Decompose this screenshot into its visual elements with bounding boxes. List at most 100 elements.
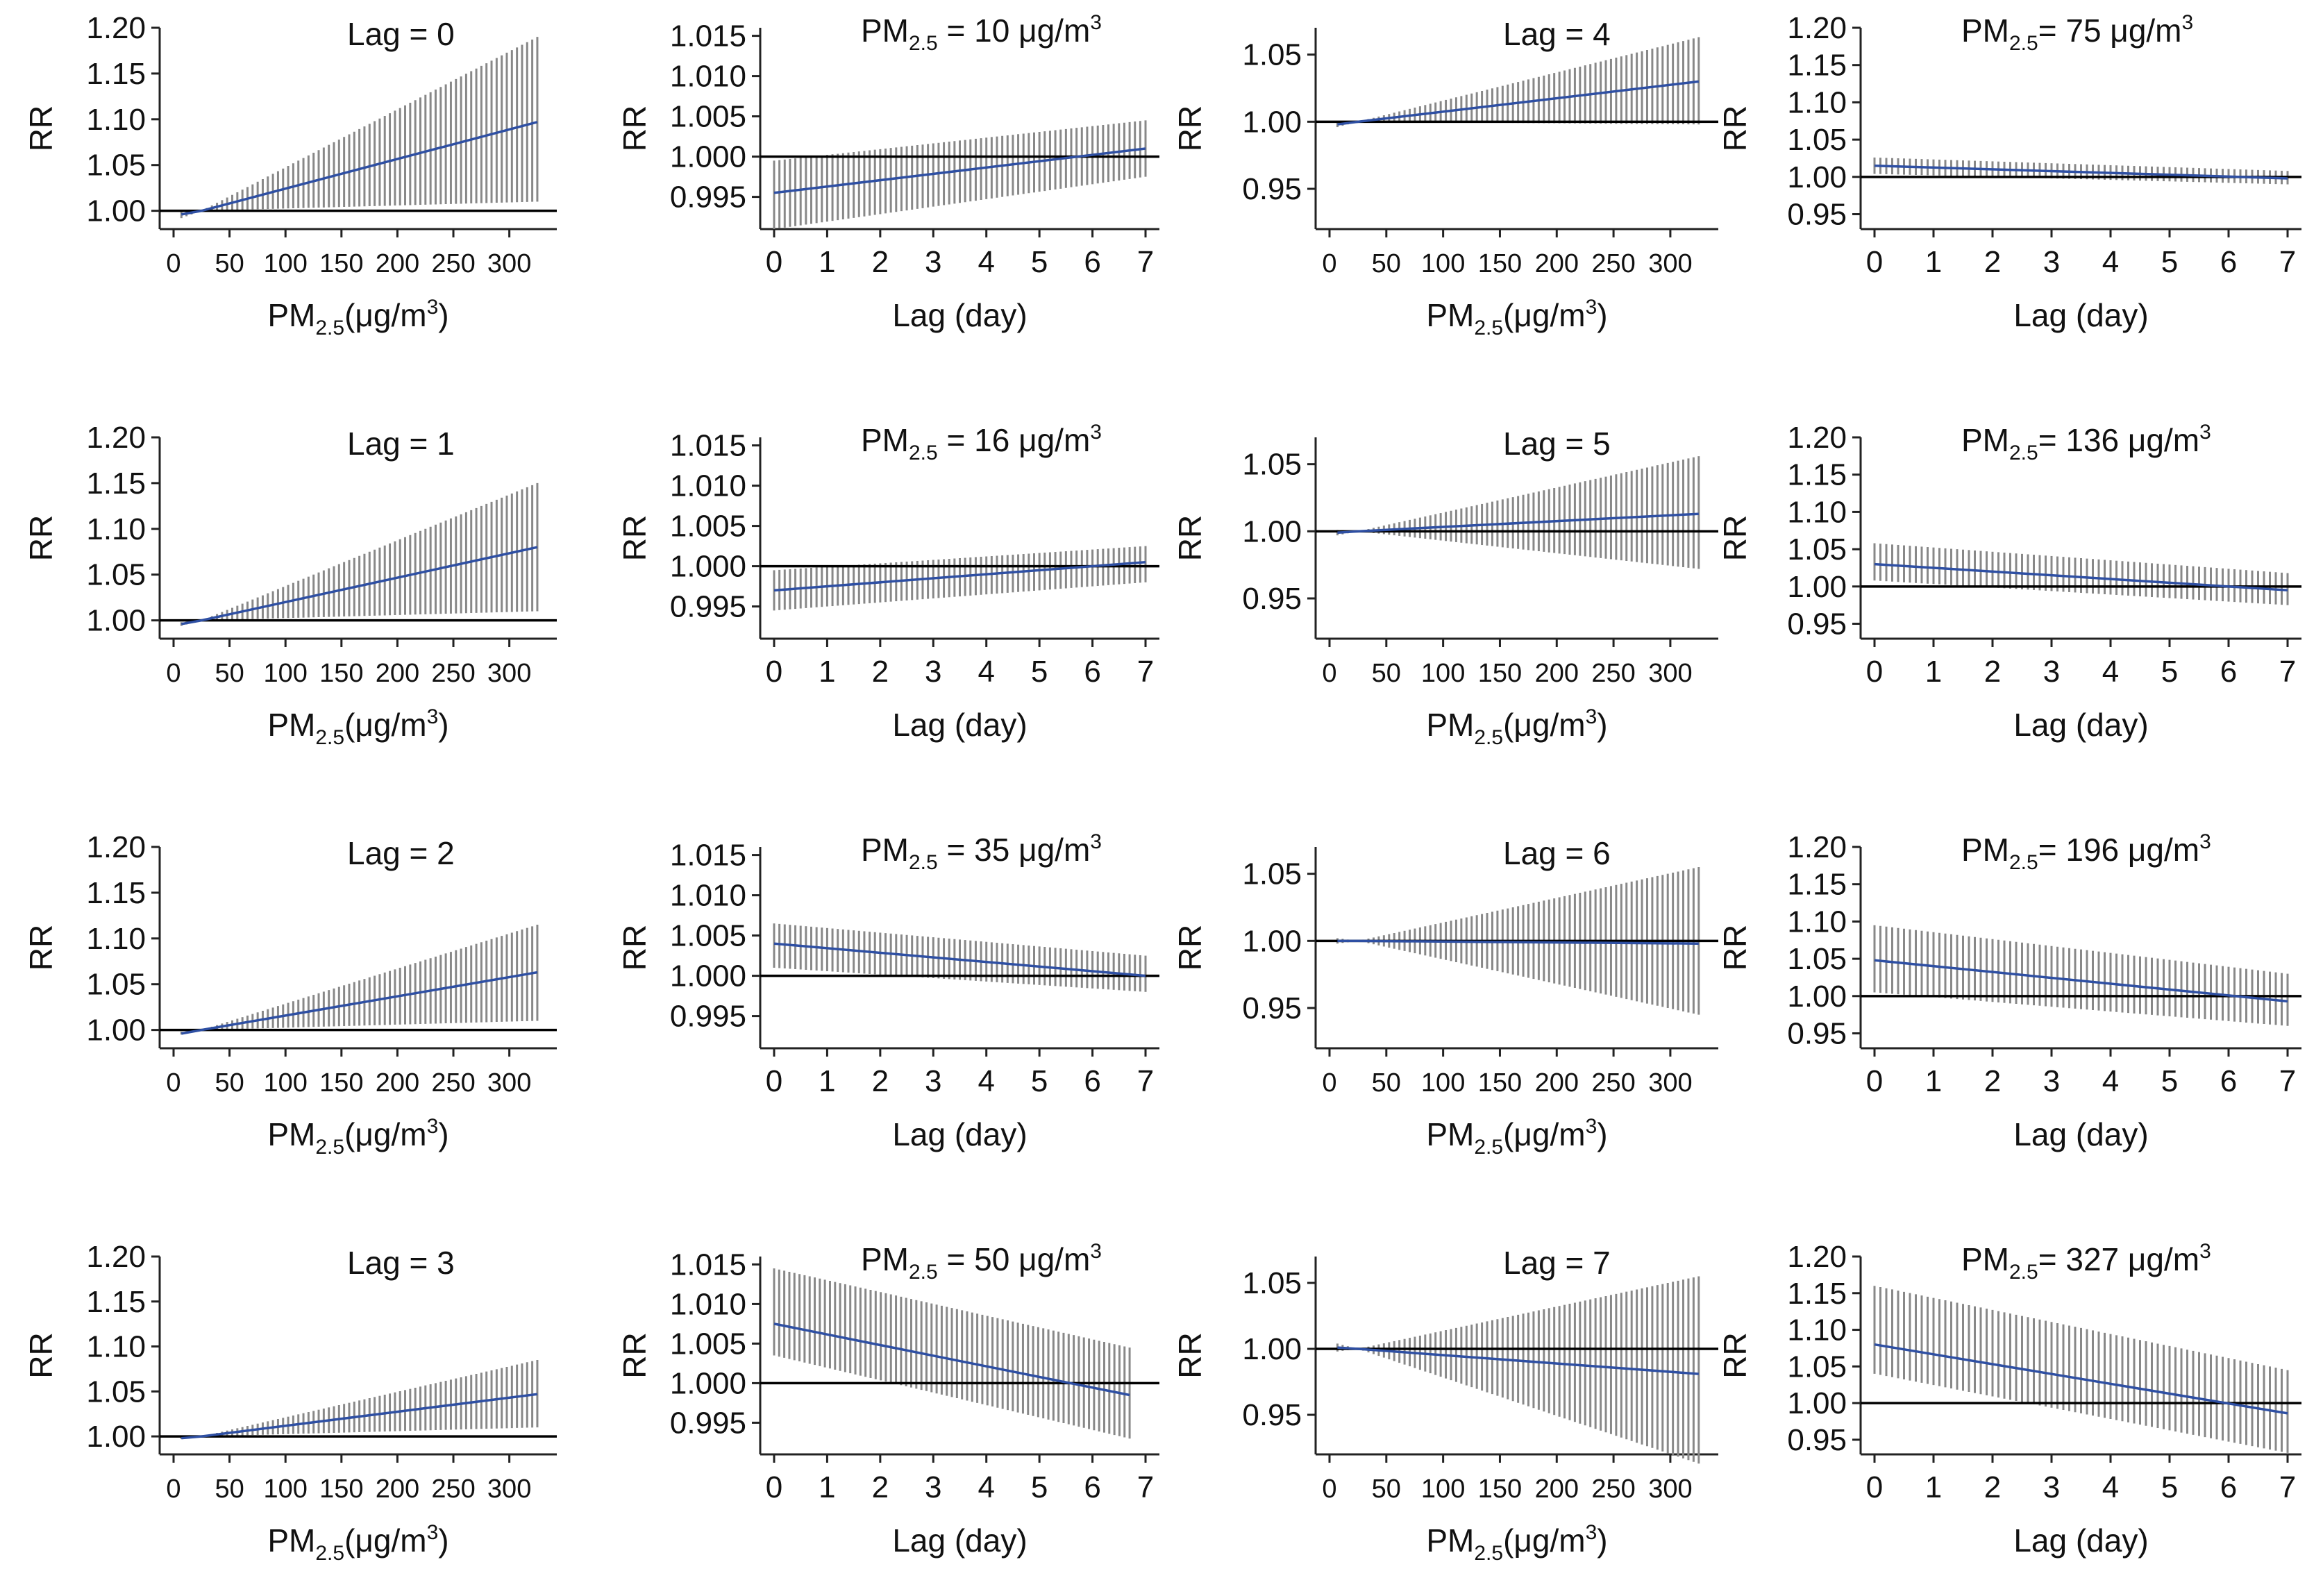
x-tick-label: 4 [2102,245,2119,279]
x-tick-label: 150 [1478,249,1522,278]
y-tick-label: 0.95 [1242,1398,1302,1432]
y-axis-label: RR [23,515,59,561]
panel-2-1: 1.00 1.05 1.10 1.15 1.20 0 50 100 150 200 250 300 La… [23,421,557,749]
y-tick-label: 1.000 [670,140,746,174]
estimate-line [1874,164,2288,180]
x-axis-label: PM2.5(μg/m3) [267,1115,448,1159]
y-tick-label: 1.10 [1787,495,1847,529]
panel-2-4: 0.951.00 1.051.101.151.20 0 1 2 3 4 5 6 7 PM2.5= 1… [1717,421,2301,743]
estimate-line [1874,959,2288,1003]
x-tick-label: 100 [264,1475,308,1504]
y-tick-label: 1.20 [86,830,146,864]
x-tick-label: 100 [1421,1068,1465,1098]
x-tick-label: 100 [1421,249,1465,278]
x-axis-label: Lag (day) [892,707,1027,743]
y-tick-label: 1.015 [670,429,746,463]
x-tick-label: 6 [1084,245,1100,279]
y-tick-label: 1.010 [670,60,746,94]
y-tick-label: 1.00 [1242,514,1302,548]
x-tick-label: 0 [166,1475,181,1504]
y-axis-label: RR [1717,515,1753,561]
estimate-line [181,546,538,625]
y-tick-label: 1.20 [86,11,146,45]
y-axis-label: RR [1172,515,1208,561]
panel-title: PM2.5 = 16 μg/m3 [861,421,1102,464]
panel-title: Lag = 0 [347,16,455,52]
x-tick-label: 1 [819,245,835,279]
y-tick-label: 1.000 [670,959,746,993]
x-tick-label: 100 [264,659,308,688]
x-tick-label: 300 [1648,1475,1692,1504]
y-tick-label: 1.05 [1787,942,1847,976]
x-tick-label: 6 [1084,1064,1100,1098]
y-tick-label: 1.005 [670,100,746,134]
x-tick-label: 7 [1137,1064,1154,1098]
x-axis-label: PM2.5(μg/m3) [1426,1115,1607,1159]
x-tick-label: 150 [319,1068,363,1098]
x-tick-label: 250 [1591,1068,1635,1098]
x-tick-label: 2 [872,655,889,689]
panel-title: Lag = 6 [1503,835,1611,871]
x-tick-label: 1 [819,1064,835,1098]
x-tick-label: 0 [1322,1068,1336,1098]
estimate-line [181,971,538,1035]
y-axis-label: RR [617,1332,653,1378]
x-tick-label: 300 [1648,1068,1692,1098]
y-tick-label: 1.00 [1242,924,1302,958]
y-tick-label: 0.995 [670,1000,746,1034]
x-tick-label: 0 [166,249,181,278]
x-tick-label: 2 [1984,245,2001,279]
x-tick-label: 6 [2220,1470,2237,1504]
x-axis-label: Lag (day) [892,1522,1027,1559]
x-tick-label: 0 [766,245,782,279]
x-tick-label: 2 [872,245,889,279]
x-tick-label: 0 [1322,1475,1336,1504]
x-axis-label: PM2.5(μg/m3) [267,705,448,749]
y-axis-label: RR [617,925,653,971]
x-tick-label: 150 [319,659,363,688]
x-tick-label: 6 [2220,245,2237,279]
y-tick-label: 1.00 [1787,980,1847,1014]
x-tick-label: 300 [1648,249,1692,278]
y-tick-label: 1.05 [1787,1350,1847,1384]
y-tick-label: 1.005 [670,919,746,953]
y-tick-label: 1.20 [1787,1240,1847,1274]
x-tick-label: 150 [1478,1068,1522,1098]
x-tick-label: 250 [1591,249,1635,278]
x-tick-label: 3 [925,1470,941,1504]
x-tick-label: 7 [2279,655,2296,689]
x-tick-label: 3 [2043,655,2060,689]
y-axis-label: RR [1717,106,1753,151]
panel-title: Lag = 4 [1503,16,1611,52]
y-tick-label: 1.00 [1242,1332,1302,1366]
y-tick-label: 1.10 [1787,85,1847,119]
x-tick-label: 200 [1535,1068,1579,1098]
x-tick-label: 250 [431,659,475,688]
y-tick-label: 0.95 [1787,198,1847,232]
x-tick-label: 4 [978,245,994,279]
x-tick-label: 1 [1925,1470,1942,1504]
panel-title: PM2.5= 136 μg/m3 [1961,421,2211,464]
panel-title: Lag = 2 [347,835,455,871]
x-tick-label: 250 [431,1068,475,1098]
x-axis-label: Lag (day) [2013,707,2148,743]
x-tick-label: 7 [1137,1470,1154,1504]
x-tick-label: 250 [431,1475,475,1504]
y-tick-label: 1.015 [670,19,746,53]
x-axis-label: PM2.5(μg/m3) [267,296,448,339]
x-tick-label: 0 [166,659,181,688]
y-tick-label: 0.95 [1787,1017,1847,1051]
x-axis-label: PM2.5(μg/m3) [1426,705,1607,749]
y-tick-label: 1.00 [86,1420,146,1454]
y-tick-label: 1.010 [670,879,746,913]
y-tick-label: 1.15 [1787,458,1847,492]
x-tick-label: 150 [319,1475,363,1504]
y-tick-label: 1.20 [1787,421,1847,455]
panel-title: PM2.5 = 50 μg/m3 [861,1240,1102,1284]
x-axis-label: Lag (day) [2013,297,2148,333]
x-tick-label: 0 [1866,1470,1883,1504]
x-tick-label: 100 [1421,659,1465,688]
panel-title: PM2.5 = 10 μg/m3 [861,11,1102,55]
y-tick-label: 1.05 [1242,1266,1302,1300]
